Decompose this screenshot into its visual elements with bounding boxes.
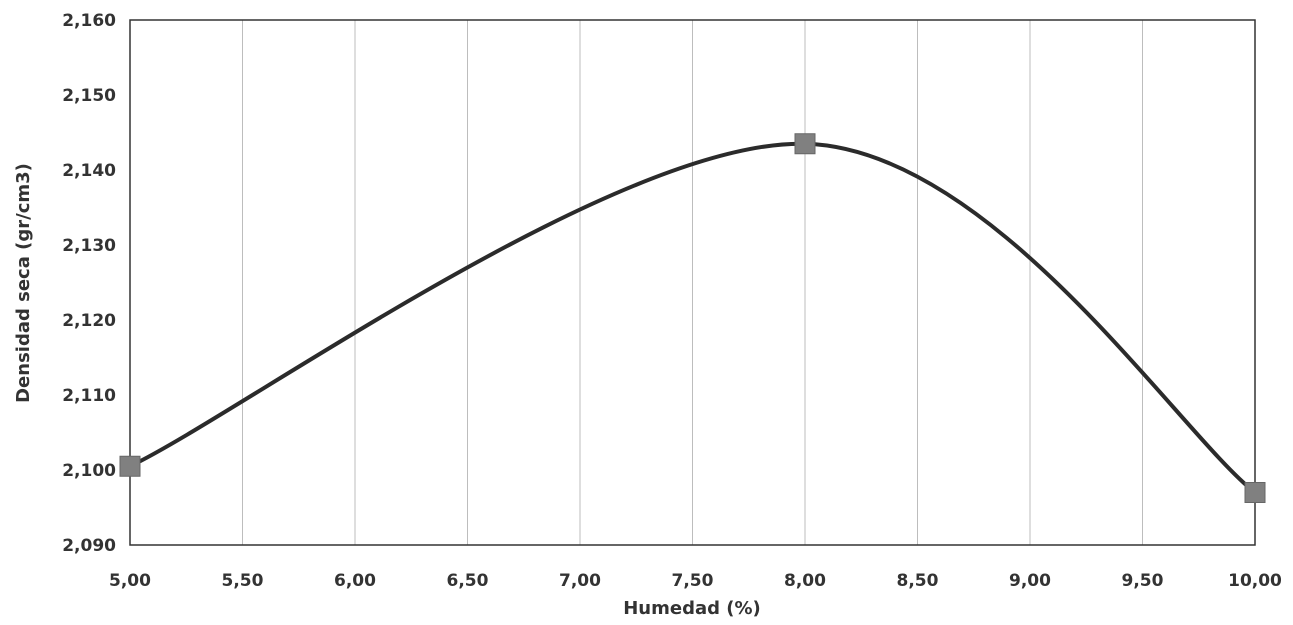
x-tick-label: 5,50 bbox=[222, 571, 264, 591]
y-tick-label: 2,110 bbox=[62, 386, 116, 406]
series-line bbox=[129, 141, 1257, 495]
y-tick-label: 2,160 bbox=[62, 11, 116, 31]
x-tick-label: 9,00 bbox=[1009, 571, 1051, 591]
y-tick-label: 2,090 bbox=[62, 536, 116, 556]
data-point-marker bbox=[119, 455, 141, 477]
x-axis-label: Humedad (%) bbox=[623, 598, 761, 619]
x-tick-label: 7,50 bbox=[672, 571, 714, 591]
data-point-marker bbox=[794, 133, 816, 155]
y-axis-label: Densidad seca (gr/cm3) bbox=[13, 163, 34, 403]
plot-area bbox=[129, 19, 1256, 546]
y-tick-labels: 2,090 2,100 2,110 2,120 2,130 2,140 2,150 2,160 bbox=[62, 11, 116, 556]
x-tick-label: 8,00 bbox=[784, 571, 826, 591]
x-tick-label: 5,00 bbox=[109, 571, 151, 591]
series bbox=[119, 133, 1266, 503]
data-point-marker bbox=[1244, 482, 1266, 503]
y-tick-label: 2,100 bbox=[62, 461, 116, 481]
x-tick-label: 10,00 bbox=[1228, 571, 1282, 591]
y-tick-label: 2,130 bbox=[62, 236, 116, 256]
x-tick-label: 7,00 bbox=[559, 571, 601, 591]
y-tick-label: 2,150 bbox=[62, 86, 116, 106]
x-tick-label: 8,50 bbox=[897, 571, 939, 591]
x-tick-label: 6,00 bbox=[334, 571, 376, 591]
y-tick-label: 2,120 bbox=[62, 311, 116, 331]
grid bbox=[242, 20, 1143, 545]
y-tick-label: 2,140 bbox=[62, 161, 116, 181]
x-tick-label: 9,50 bbox=[1122, 571, 1164, 591]
x-tick-labels: 5,00 5,50 6,00 6,50 7,00 7,50 8,00 8,50 9,00 9,50… bbox=[109, 571, 1282, 591]
x-tick-label: 6,50 bbox=[447, 571, 489, 591]
